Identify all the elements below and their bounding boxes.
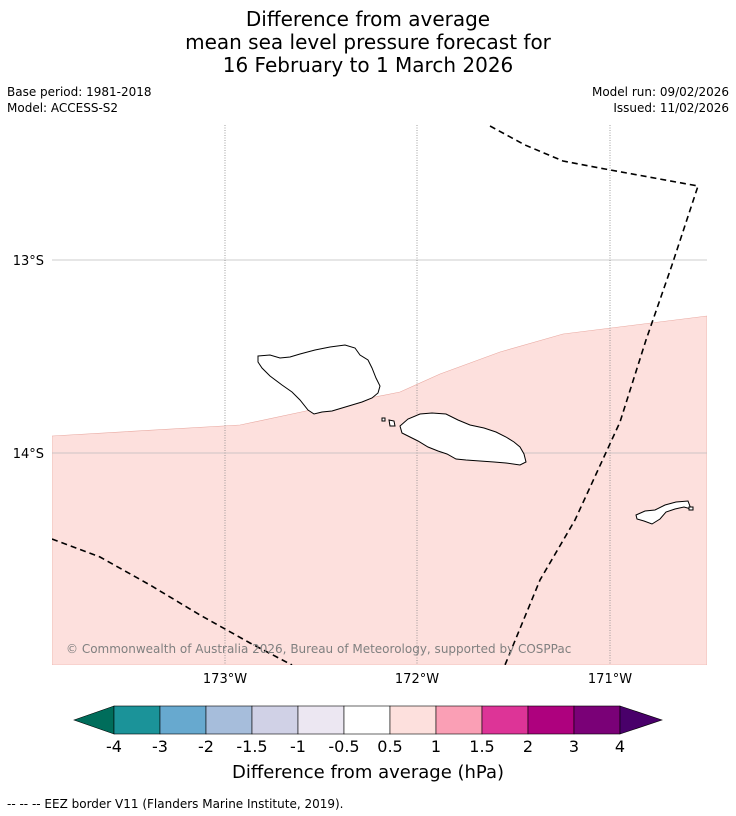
savaii-island xyxy=(257,344,381,415)
colorbar-tick-label: 2 xyxy=(523,737,533,756)
colorbar-tick-label: 4 xyxy=(615,737,625,756)
chart-title: Difference from average mean sea level p… xyxy=(0,8,736,77)
meta-right: Model run: 09/02/2026 Issued: 11/02/2026 xyxy=(592,84,729,116)
colorbar-segment xyxy=(527,705,575,735)
apolima-islet xyxy=(381,417,386,422)
model-run: Model run: 09/02/2026 xyxy=(591,85,729,99)
anomaly-shading xyxy=(52,315,707,665)
colorbar-segment xyxy=(343,705,391,735)
colorbar-label: Difference from average (hPa) xyxy=(232,762,504,783)
colorbar-segment xyxy=(573,705,621,735)
colorbar-tick-label: -3 xyxy=(152,737,168,756)
colorbar-segment xyxy=(205,705,253,735)
colorbar-tick-label: -1 xyxy=(290,737,306,756)
colorbar-segment xyxy=(435,705,483,735)
map-panel: © Commonwealth of Australia 2026, Bureau… xyxy=(52,125,707,665)
colorbar-segment xyxy=(481,705,529,735)
colorbar-segment xyxy=(251,705,299,735)
colorbar-tick-label: -2 xyxy=(198,737,214,756)
colorbar-segment xyxy=(297,705,345,735)
aunuu-islet xyxy=(688,506,694,511)
eez-legend: -- -- -- EEZ border V11 (Flanders Marine… xyxy=(7,797,344,811)
lon-label-171w: 171°W xyxy=(588,672,632,687)
colorbar: -4 -3 -2 -1.5 -1 -0.5 0.5 1 1.5 2 3 4 xyxy=(73,705,663,756)
copyright-notice: © Commonwealth of Australia 2026, Bureau… xyxy=(66,642,571,656)
lat-label-13s: 13°S xyxy=(13,254,44,269)
lon-label-173w: 173°W xyxy=(203,672,247,687)
colorbar-tick-label: -1.5 xyxy=(236,737,267,756)
eez-border-southwest xyxy=(52,538,293,665)
title-line-2: mean sea level pressure forecast for xyxy=(185,30,551,54)
colorbar-segment xyxy=(113,705,161,735)
base-period: Base period: 1981-2018 xyxy=(7,85,152,99)
colorbar-extension-high xyxy=(619,705,663,735)
issued-date: Issued: 11/02/2026 xyxy=(613,101,729,115)
colorbar-tick-label: -0.5 xyxy=(328,737,359,756)
colorbar-tick-label: 1.5 xyxy=(469,737,494,756)
meta-left: Base period: 1981-2018 Model: ACCESS-S2 xyxy=(7,84,152,116)
colorbar-tick-label: 0.5 xyxy=(377,737,402,756)
colorbar-tick-label: 1 xyxy=(431,737,441,756)
colorbar-segment xyxy=(159,705,207,735)
title-line-3: 16 February to 1 March 2026 xyxy=(222,53,514,77)
upolu-island xyxy=(399,412,527,466)
colorbar-tick-label: 3 xyxy=(569,737,579,756)
colorbar-tick-label: -4 xyxy=(106,737,122,756)
lon-label-172w: 172°W xyxy=(395,672,439,687)
manono-islet xyxy=(388,419,396,427)
colorbar-extension-low xyxy=(73,705,115,735)
tutuila-island xyxy=(635,500,692,525)
colorbar-segment xyxy=(389,705,437,735)
eez-border-east xyxy=(489,125,700,665)
model-name: Model: ACCESS-S2 xyxy=(7,101,119,115)
lat-label-14s: 14°S xyxy=(13,447,44,462)
title-line-1: Difference from average xyxy=(245,7,491,31)
